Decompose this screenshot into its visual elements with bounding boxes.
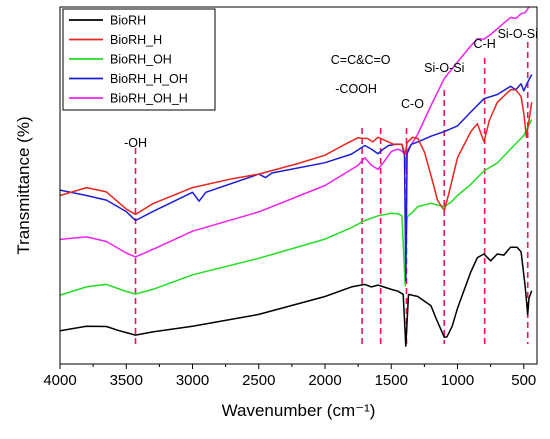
plot-frame — [59, 6, 538, 365]
x-tick-label: 3500 — [110, 372, 143, 389]
annotation-label-1: -COOH — [335, 82, 377, 96]
annotation-label-3: C-O — [401, 97, 424, 111]
series-line-biorh — [60, 246, 533, 347]
annotation-label-4: Si-O-Si — [424, 61, 464, 75]
series-lines — [60, 7, 533, 347]
annotation-label-6: Si-O-Si — [498, 27, 538, 41]
series-line-biorh-h — [60, 89, 533, 216]
series-line-biorh-oh-h — [60, 7, 530, 258]
x-tick-label: 1500 — [375, 372, 408, 389]
annotation-label-2: C=C&C=O — [331, 53, 391, 67]
legend-label: BioRH_H — [110, 33, 162, 47]
legend-label: BioRH_OH — [110, 53, 172, 67]
x-axis-ticks: 4000 3500 3000 2500 2000 1500 1000 500 — [43, 364, 536, 389]
legend-label: BioRH — [110, 14, 146, 28]
x-tick-label: 2500 — [242, 372, 275, 389]
x-tick-label: 2000 — [308, 372, 341, 389]
x-tick-label: 1000 — [441, 372, 474, 389]
legend: BioRH BioRH_H BioRH_OH BioRH_H_OH BioRH_OH_H — [62, 8, 216, 111]
legend-label: BioRH_OH_H — [110, 92, 188, 106]
annotation-label-0: -OH — [124, 136, 147, 150]
x-tick-label: 4000 — [43, 372, 76, 389]
series-line-biorh-oh — [60, 119, 533, 296]
x-axis-label: Wavenumber (cm⁻¹) — [222, 401, 376, 420]
annotation-label-5: C-H — [474, 37, 496, 51]
series-line-biorh-h-oh — [60, 74, 533, 282]
x-tick-label: 3000 — [176, 372, 209, 389]
x-tick-label: 500 — [511, 372, 536, 389]
legend-label: BioRH_H_OH — [110, 72, 188, 86]
y-axis-label: Transmittance (%) — [14, 116, 33, 254]
